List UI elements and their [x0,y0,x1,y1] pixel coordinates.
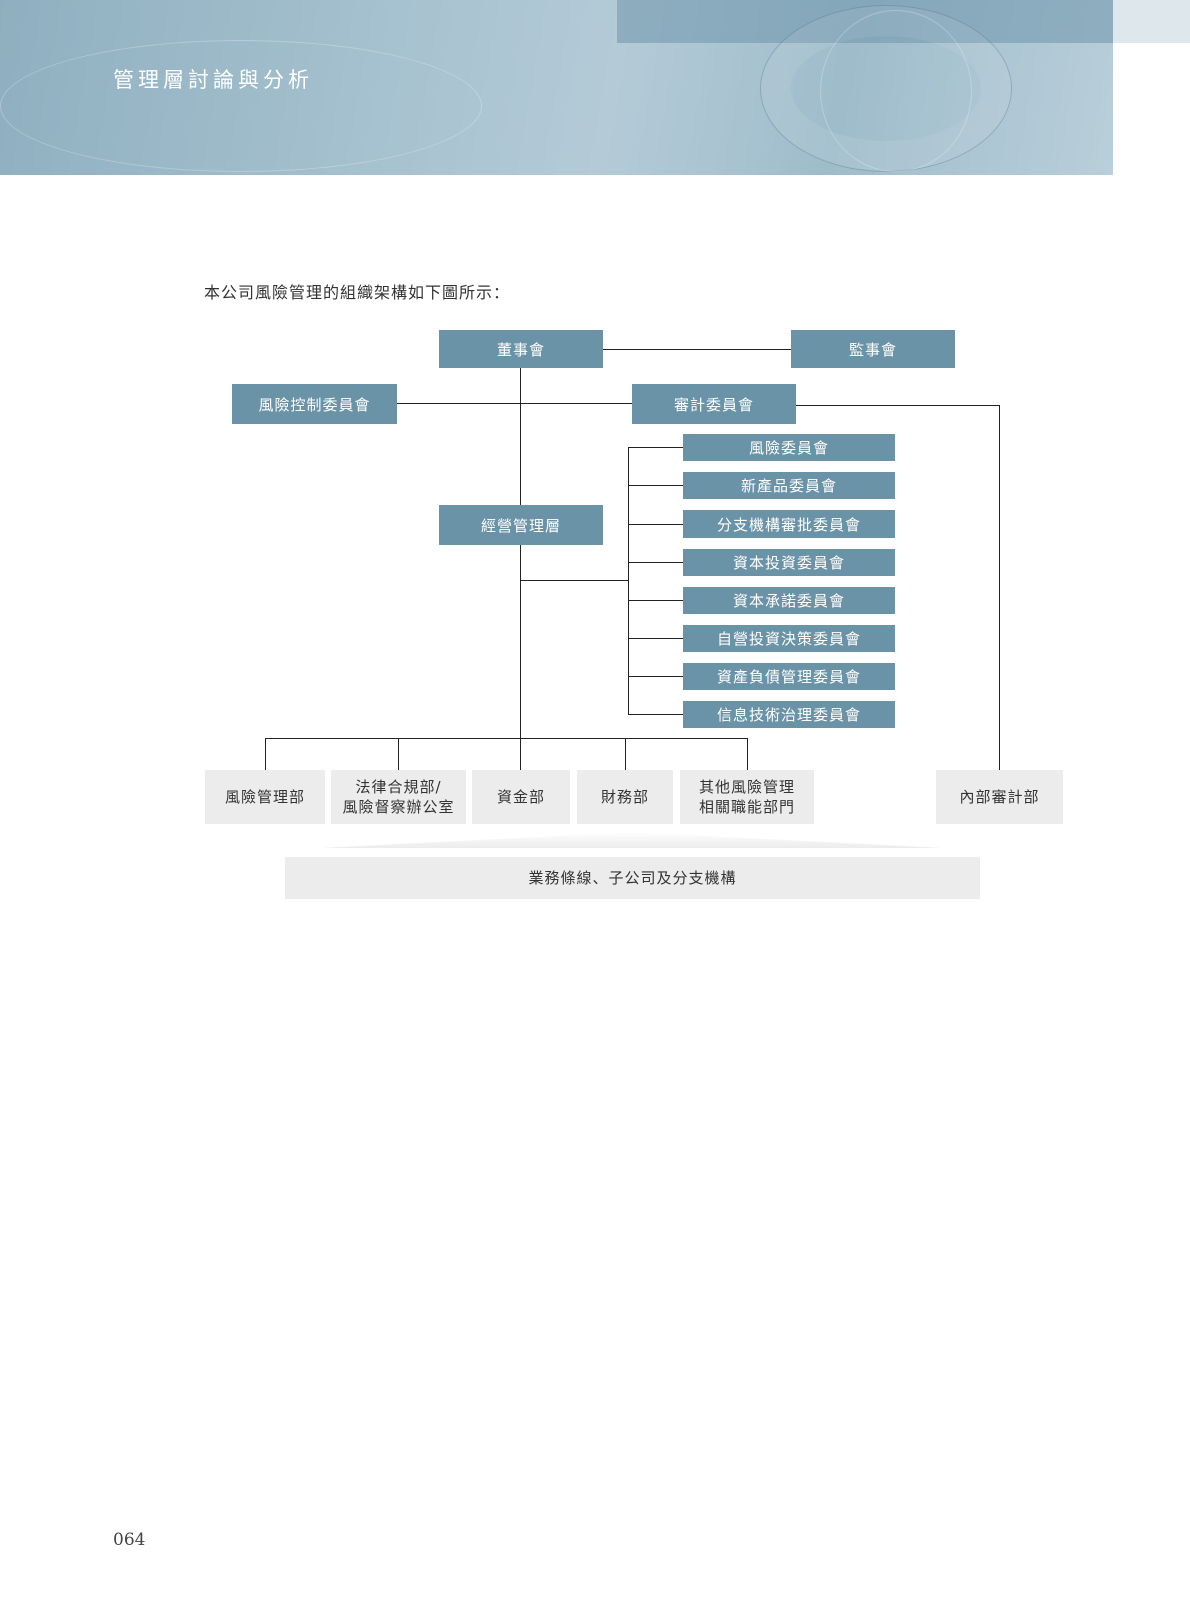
management-box: 經營管理層 [439,505,603,545]
connector [265,738,748,739]
committee-box: 資產負債管理委員會 [683,663,895,690]
department-label: 風險管理部 [224,788,305,806]
section-title: 管理層討論與分析 [113,68,313,92]
header-banner: 管理層討論與分析 [0,0,1113,175]
department-label: 法律合規部/ [355,778,442,796]
connector [603,349,791,350]
connector [398,738,399,770]
connector [520,580,628,581]
committee-box: 資本承諾委員會 [683,587,895,614]
connector [796,405,999,406]
committee-box: 自營投資決策委員會 [683,625,895,652]
connector [628,562,683,563]
board-box: 董事會 [439,330,603,368]
department-label: 風險督察辦公室 [342,798,455,816]
department-label: 相關職能部門 [698,798,795,816]
department-box: 風險管理部 [205,770,325,824]
connector [628,524,683,525]
globe-graphic [760,5,1012,172]
connector [999,405,1000,770]
intro-text: 本公司風險管理的組織架構如下圖所示： [204,283,511,302]
department-label: 資金部 [496,788,545,806]
department-box: 法律合規部/風險督察辦公室 [331,770,466,824]
department-box: 資金部 [472,770,570,824]
committee-box: 信息技術治理委員會 [683,701,895,728]
connector [628,447,683,448]
department-label: 其他風險管理 [698,778,795,796]
arrow-shape [321,832,943,848]
committee-box: 分支機構審批委員會 [683,510,895,538]
connector [628,676,683,677]
globe-arc [820,10,972,172]
connector [628,638,683,639]
committee-box: 新產品委員會 [683,472,895,499]
supervisors-box: 監事會 [791,330,955,368]
internal-audit-box: 內部審計部 [936,770,1063,824]
header-band-end [1113,0,1190,43]
connector [265,738,266,770]
decorative-arc [0,40,482,172]
department-label: 財務部 [600,788,649,806]
connector [625,738,626,770]
connector [520,368,521,505]
connector [628,485,683,486]
connector [520,545,521,770]
business-lines-box: 業務條線、子公司及分支機構 [285,857,980,899]
department-box: 其他風險管理 相關職能部門 [680,770,814,824]
connector [628,600,683,601]
committee-box: 風險委員會 [683,434,895,461]
connector [628,714,683,715]
page-number: 064 [113,1530,146,1550]
department-box: 財務部 [577,770,673,824]
connector [628,447,629,715]
connector [747,738,748,770]
risk-control-committee-box: 風險控制委員會 [232,384,397,424]
connector [397,403,632,404]
audit-committee-box: 審計委員會 [632,384,796,424]
committee-box: 資本投資委員會 [683,549,895,576]
